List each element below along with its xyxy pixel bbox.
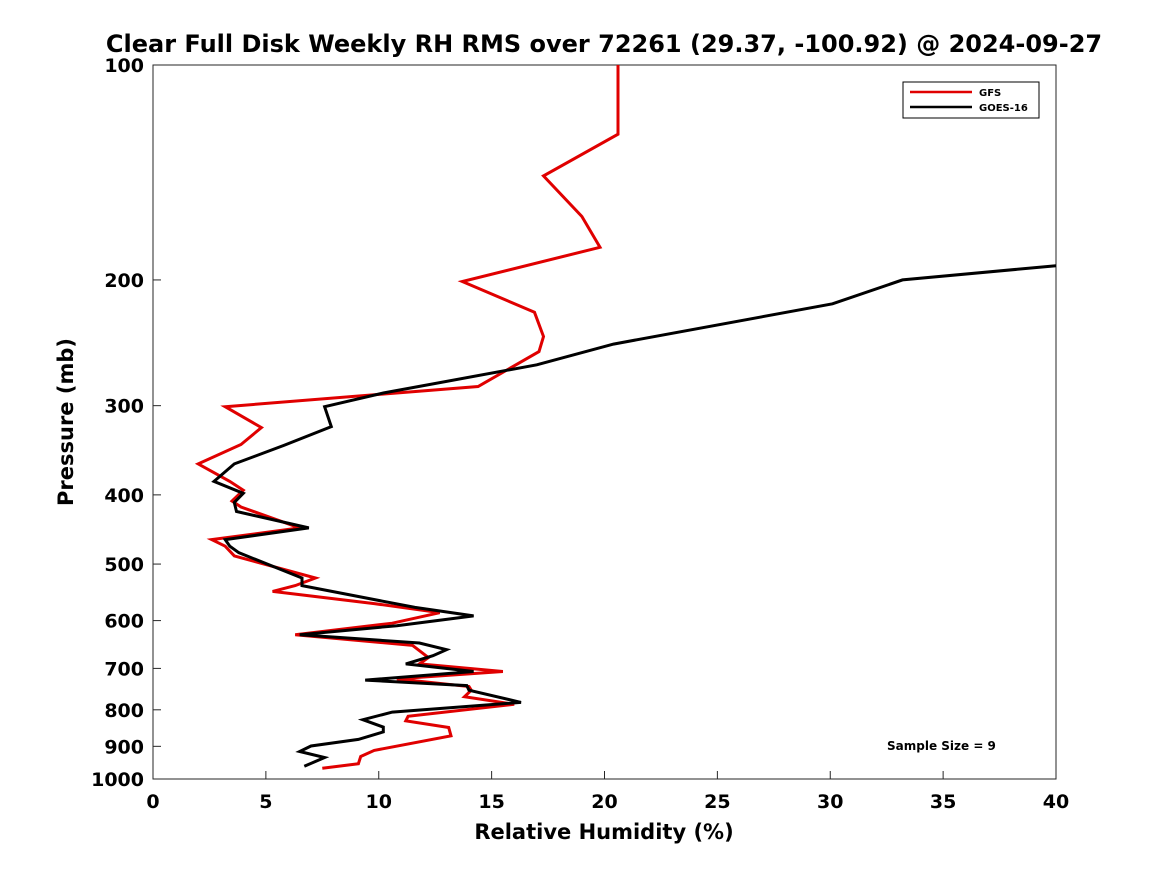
y-tick-label: 700 bbox=[104, 658, 144, 680]
x-axis-label: Relative Humidity (%) bbox=[474, 820, 733, 844]
y-axis-label: Pressure (mb) bbox=[54, 338, 78, 506]
plot-area: 0 5 10 15 20 25 30 35 40 100 200 300 400 500 600 700 80… bbox=[91, 55, 1069, 813]
y-axis: 100 200 300 400 500 600 700 800 900 1000 bbox=[91, 55, 161, 791]
y-tick-label: 500 bbox=[104, 554, 144, 576]
legend-label-goes-16: GOES-16 bbox=[979, 103, 1028, 114]
y-tick-label: 600 bbox=[104, 611, 144, 633]
x-tick-label: 0 bbox=[146, 791, 159, 813]
x-tick-label: 15 bbox=[478, 791, 504, 813]
y-tick-label: 300 bbox=[104, 396, 144, 418]
x-tick-label: 40 bbox=[1043, 791, 1069, 813]
chart-title: Clear Full Disk Weekly RH RMS over 72261… bbox=[106, 30, 1102, 58]
series-line-gfs bbox=[194, 65, 620, 770]
y-tick-label: 800 bbox=[104, 700, 144, 722]
y-tick-label: 200 bbox=[104, 270, 144, 292]
y-tick-label: 400 bbox=[104, 485, 144, 507]
y-tick-label: 1000 bbox=[91, 769, 144, 791]
x-axis: 0 5 10 15 20 25 30 35 40 bbox=[146, 771, 1069, 813]
x-tick-label: 10 bbox=[366, 791, 392, 813]
legend-label-gfs: GFS bbox=[979, 88, 1001, 99]
legend-box bbox=[902, 81, 1040, 119]
y-tick-label: 900 bbox=[104, 736, 144, 758]
y-tick-label: 100 bbox=[104, 55, 144, 77]
x-tick-label: 25 bbox=[704, 791, 730, 813]
legend: GFS GOES-16 bbox=[902, 81, 1040, 119]
x-tick-label: 20 bbox=[591, 791, 617, 813]
x-tick-label: 35 bbox=[930, 791, 956, 813]
sample-size-note: Sample Size = 9 bbox=[887, 739, 996, 753]
series-line-goes-16 bbox=[211, 264, 1057, 768]
x-tick-label: 5 bbox=[259, 791, 272, 813]
x-tick-label: 30 bbox=[817, 791, 843, 813]
plot-frame bbox=[152, 64, 1057, 780]
series-layer bbox=[194, 65, 1057, 770]
